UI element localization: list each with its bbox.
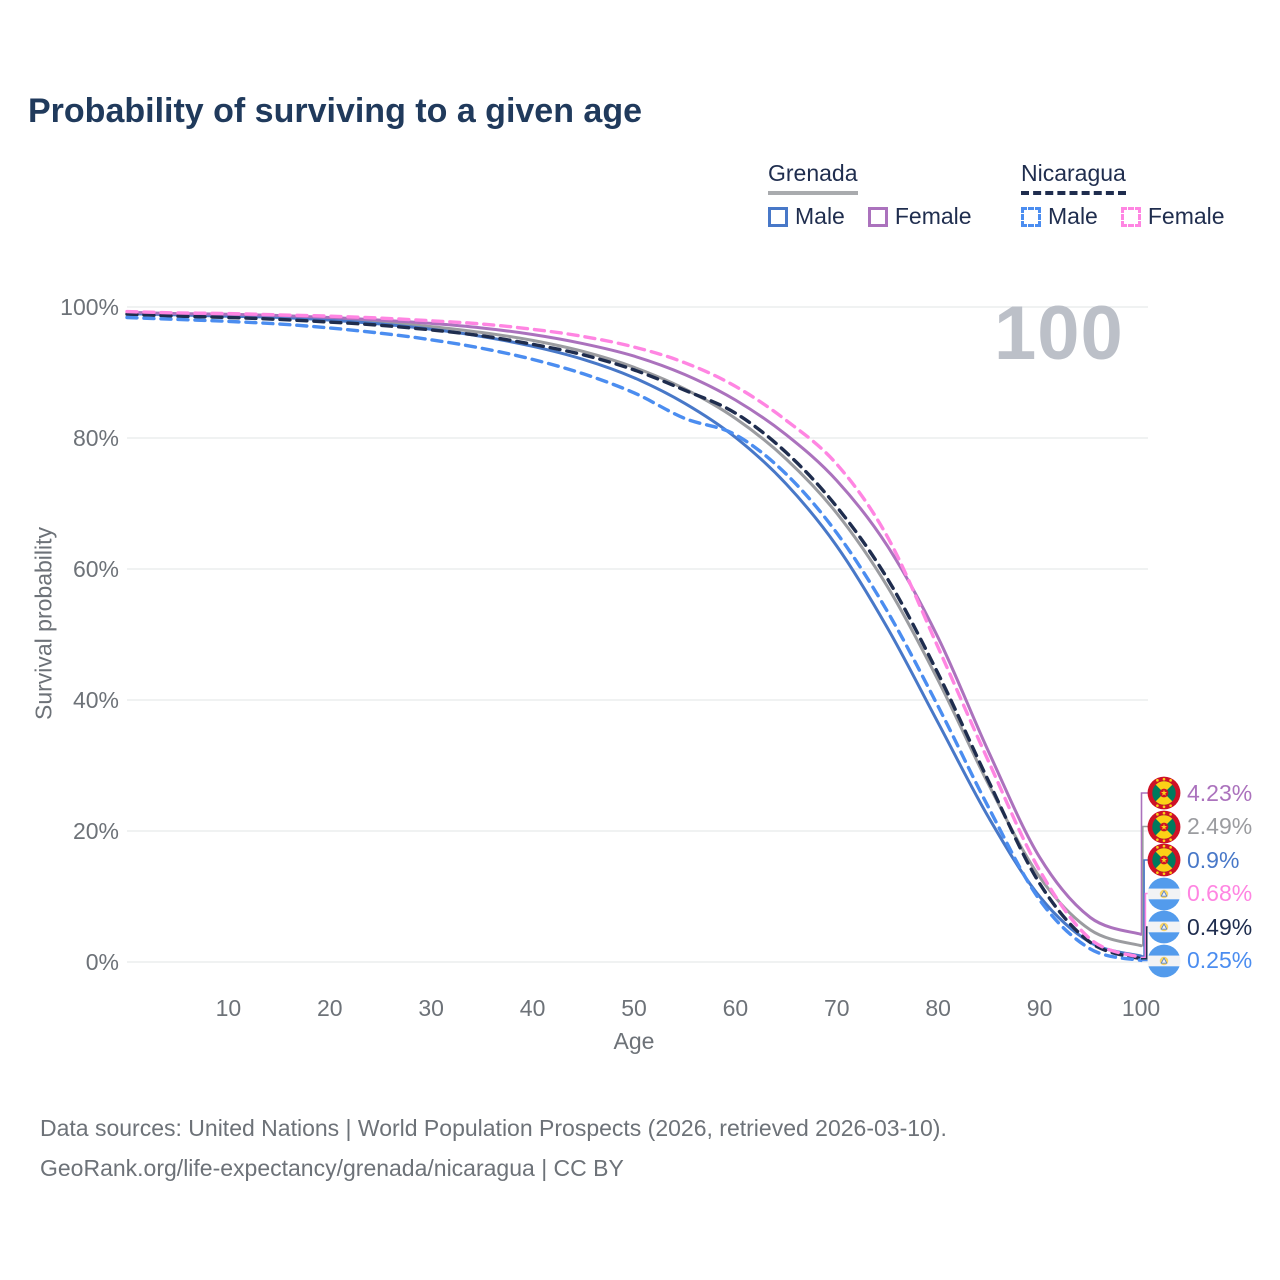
nicaragua-flag-icon <box>1147 910 1181 944</box>
end-label-connector <box>1141 892 1148 959</box>
curve-nicaragua-both[interactable] <box>125 312 1143 961</box>
nicaragua-flag-icon <box>1147 877 1181 910</box>
x-axis-title: Age <box>613 1028 655 1054</box>
data-source-note: Data sources: United Nations | World Pop… <box>40 1108 947 1188</box>
legend-country-nicaragua[interactable]: Nicaragua <box>1021 160 1126 195</box>
curve-grenada-male[interactable] <box>125 312 1143 958</box>
x-tick-label: 20 <box>317 995 343 1021</box>
end-label-value: 0.25% <box>1187 947 1253 973</box>
curve-nicaragua-female[interactable] <box>125 309 1143 960</box>
legend-group-grenada: Grenada Male Female <box>768 160 988 230</box>
end-label-grenada-male[interactable]: 0.9% <box>1147 843 1239 877</box>
end-label-value: 4.23% <box>1187 779 1253 806</box>
legend-label-grenada-female[interactable]: Female <box>894 203 972 229</box>
legend-swatch-nicaragua-male[interactable] <box>1021 206 1041 227</box>
end-label-nicaragua-both-sexes[interactable]: 0.49% <box>1147 910 1252 944</box>
curve-grenada-female[interactable] <box>125 310 1143 936</box>
y-axis-title: Survival probability <box>30 526 57 721</box>
legend-label-nicaragua-male[interactable]: Male <box>1048 203 1098 229</box>
legend-label-nicaragua-female[interactable]: Female <box>1147 203 1225 229</box>
curve-nicaragua-male[interactable] <box>125 315 1143 963</box>
x-tick-label: 80 <box>925 995 951 1021</box>
legend-label-grenada-male[interactable]: Male <box>795 203 845 229</box>
end-label-nicaragua-female[interactable]: 0.68% <box>1147 877 1252 911</box>
x-tick-label: 90 <box>1026 995 1053 1021</box>
y-tick-label: 0% <box>85 949 119 975</box>
y-tick-label: 60% <box>72 556 119 582</box>
end-label-value: 0.9% <box>1187 846 1240 873</box>
grenada-flag-icon <box>1147 810 1181 843</box>
legend-items-nicaragua: Male Female <box>1021 203 1241 230</box>
nicaragua-flag-icon <box>1147 944 1181 977</box>
x-tick-label: 50 <box>621 995 647 1021</box>
end-label-connector <box>1141 926 1148 960</box>
grenada-flag-icon <box>1147 776 1181 810</box>
legend-items-grenada: Male Female <box>768 203 988 230</box>
y-tick-label: 80% <box>72 425 119 451</box>
legend-country-grenada[interactable]: Grenada <box>768 160 858 195</box>
end-label-value: 2.49% <box>1187 813 1253 839</box>
grenada-flag-icon <box>1147 843 1181 877</box>
end-label-connector <box>1141 825 1148 947</box>
legend-group-nicaragua: Nicaragua Male Female <box>1021 160 1241 230</box>
end-label-nicaragua-male[interactable]: 0.25% <box>1147 944 1252 978</box>
end-label-connector <box>1140 792 1148 936</box>
legend-swatch-grenada-female[interactable] <box>867 206 888 227</box>
x-tick-label: 40 <box>519 995 546 1021</box>
legend-swatch-nicaragua-female[interactable] <box>1120 206 1141 227</box>
end-label-grenada-female[interactable]: 4.23% <box>1147 776 1252 810</box>
x-tick-label: 10 <box>215 995 242 1021</box>
curve-grenada-both[interactable] <box>125 311 1143 948</box>
end-label-value: 0.68% <box>1187 880 1253 906</box>
page-title: Probability of surviving to a given age <box>28 92 643 130</box>
source-line-2: GeoRank.org/life-expectancy/grenada/nica… <box>40 1155 624 1181</box>
x-tick-label: 60 <box>722 995 749 1021</box>
end-label-value: 0.49% <box>1187 913 1253 940</box>
y-tick-label: 100% <box>60 294 119 320</box>
end-label-grenada-both-sexes[interactable]: 2.49% <box>1147 810 1252 844</box>
x-tick-label: 30 <box>418 995 444 1021</box>
x-tick-label: 100 <box>1121 995 1161 1021</box>
legend-swatch-grenada-male[interactable] <box>768 206 788 227</box>
y-tick-label: 40% <box>72 687 119 713</box>
age-watermark: 100 <box>994 291 1124 376</box>
end-label-connector <box>1141 859 1148 957</box>
x-tick-label: 70 <box>824 995 850 1021</box>
y-tick-label: 20% <box>72 818 119 844</box>
source-line-1: Data sources: United Nations | World Pop… <box>40 1115 947 1141</box>
